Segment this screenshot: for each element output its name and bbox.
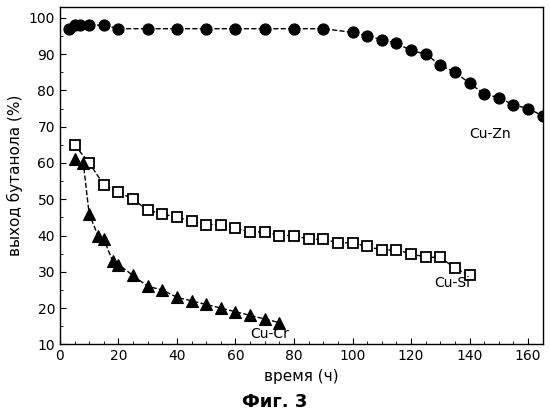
Text: Cu-Zn: Cu-Zn xyxy=(470,127,511,141)
Text: Фиг. 3: Фиг. 3 xyxy=(243,394,307,412)
Text: Cu-Cr: Cu-Cr xyxy=(250,326,289,341)
X-axis label: время (ч): время (ч) xyxy=(264,369,339,384)
Y-axis label: выход бутанола (%): выход бутанола (%) xyxy=(7,95,23,256)
Text: Cu-Si: Cu-Si xyxy=(434,276,470,290)
